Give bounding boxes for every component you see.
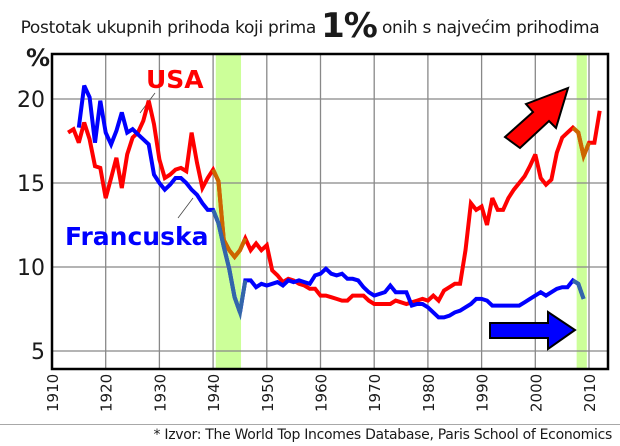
y-tick-label: 10 xyxy=(17,256,45,281)
label-leader-lines xyxy=(139,92,194,219)
y-axis-label: % xyxy=(26,44,50,72)
x-tick-label: 1940 xyxy=(205,374,223,412)
x-tick-label: 1970 xyxy=(366,374,384,412)
x-tick-label: 1990 xyxy=(474,374,492,412)
x-axis-ticks: 1910 1920 1930 1940 1950 1960 1970 1980 1990 2000… xyxy=(44,374,599,412)
highlight-band xyxy=(576,54,587,369)
x-tick-label: 1950 xyxy=(259,374,277,412)
chart-title-emphasis: 1% xyxy=(321,6,378,46)
series-line-in-band xyxy=(211,209,248,321)
y-tick-label: 20 xyxy=(17,88,45,113)
source-note: * Izvor: The World Top Incomes Database,… xyxy=(153,427,613,443)
x-tick-label: 1920 xyxy=(98,374,116,412)
series-label-francuska: Francuska xyxy=(65,222,208,251)
series-line-in-band xyxy=(211,168,248,261)
chart-title: Postotak ukupnih prihoda koji prima 1% o… xyxy=(0,6,620,46)
series-line-francuska xyxy=(76,84,586,320)
y-tick-label: 5 xyxy=(31,340,45,365)
x-tick-label: 2010 xyxy=(581,374,599,412)
series-line-in-band xyxy=(571,278,586,300)
x-tick-label: 1930 xyxy=(151,374,169,412)
x-tick-label: 1980 xyxy=(420,374,438,412)
plot-frame xyxy=(50,52,610,371)
x-tick-label: 1910 xyxy=(44,374,62,412)
footer-divider xyxy=(0,424,620,425)
x-tick-label: 2000 xyxy=(527,374,545,412)
series-label-usa: USA xyxy=(146,65,204,94)
y-axis-ticks: 5 10 15 20 xyxy=(17,88,45,365)
series-line-usa xyxy=(67,100,602,307)
series-line-in-band xyxy=(571,126,591,163)
grid-lines xyxy=(52,54,608,369)
series-lines xyxy=(67,84,602,321)
up-trend-arrow-icon xyxy=(503,86,570,150)
chart-title-prefix: Postotak ukupnih prihoda koji prima xyxy=(20,18,317,38)
x-tick-label: 1960 xyxy=(313,374,331,412)
y-tick-label: 15 xyxy=(17,172,45,197)
flat-trend-arrow-icon xyxy=(489,310,577,351)
chart-title-suffix: onih s najvećim prihodima xyxy=(381,18,600,38)
